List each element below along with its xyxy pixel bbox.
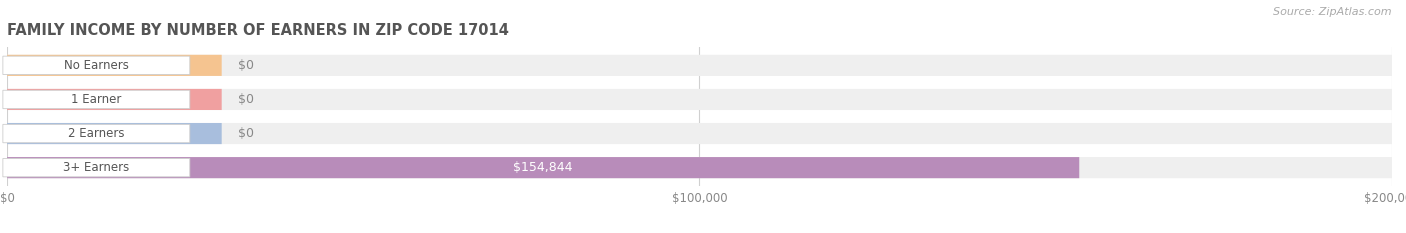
Text: $0: $0 (238, 127, 254, 140)
Text: $0: $0 (238, 59, 254, 72)
FancyBboxPatch shape (7, 157, 1392, 178)
FancyBboxPatch shape (3, 158, 190, 177)
Bar (7, 157, 1392, 178)
FancyBboxPatch shape (3, 124, 190, 143)
FancyBboxPatch shape (7, 55, 222, 76)
Text: $154,844: $154,844 (513, 161, 572, 174)
FancyBboxPatch shape (7, 123, 222, 144)
Text: 3+ Earners: 3+ Earners (63, 161, 129, 174)
FancyBboxPatch shape (7, 157, 1080, 178)
Text: FAMILY INCOME BY NUMBER OF EARNERS IN ZIP CODE 17014: FAMILY INCOME BY NUMBER OF EARNERS IN ZI… (7, 24, 509, 38)
Text: $0: $0 (238, 93, 254, 106)
FancyBboxPatch shape (3, 56, 190, 75)
Text: 2 Earners: 2 Earners (67, 127, 125, 140)
FancyBboxPatch shape (3, 90, 190, 109)
Bar (7, 123, 1392, 144)
FancyBboxPatch shape (7, 123, 1392, 144)
FancyBboxPatch shape (7, 89, 1392, 110)
FancyBboxPatch shape (7, 55, 1392, 76)
FancyBboxPatch shape (7, 89, 222, 110)
Text: No Earners: No Earners (63, 59, 129, 72)
Text: 1 Earner: 1 Earner (72, 93, 121, 106)
Bar (7, 55, 1392, 76)
Text: Source: ZipAtlas.com: Source: ZipAtlas.com (1274, 7, 1392, 17)
Bar (7, 89, 1392, 110)
